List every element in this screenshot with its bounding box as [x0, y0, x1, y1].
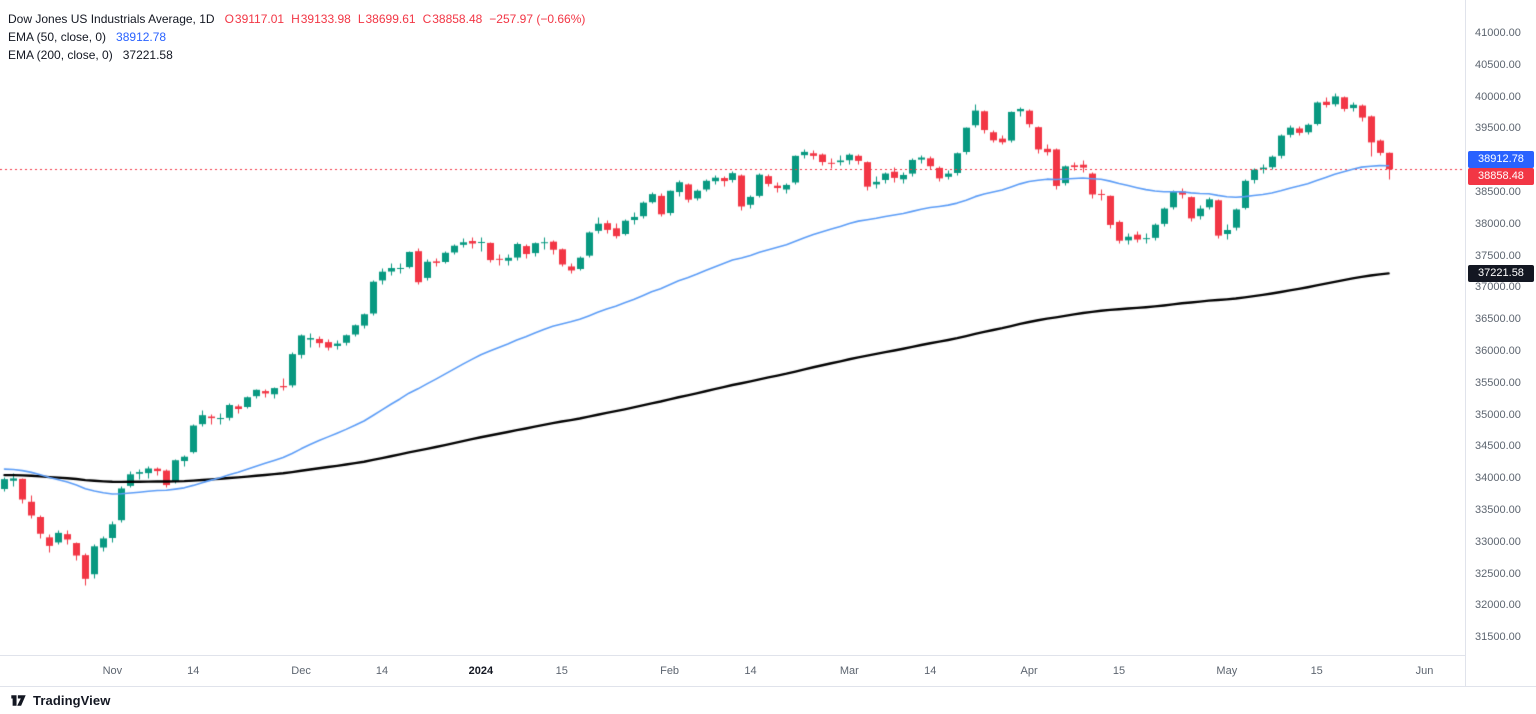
- price-axis-label: 37000.00: [1475, 281, 1521, 294]
- price-axis-label: 32000.00: [1475, 599, 1521, 612]
- time-axis-label: 14: [924, 665, 937, 677]
- time-axis-label: Mar: [839, 665, 859, 677]
- ema200-value: 37221.58: [122, 48, 173, 62]
- price-axis-label: 40500.00: [1475, 58, 1521, 71]
- time-axis-label: 15: [1310, 665, 1323, 677]
- price-axis-label: 38500.00: [1475, 186, 1521, 199]
- price-axis-label: 33000.00: [1475, 535, 1521, 548]
- symbol-title: Dow Jones US Industrials Average, 1D: [8, 12, 215, 26]
- tradingview-brand-text: TradingView: [33, 693, 111, 708]
- price-axis-label: 35000.00: [1475, 408, 1521, 421]
- symbol-legend-row[interactable]: Dow Jones US Industrials Average, 1D O391…: [8, 10, 585, 28]
- ema50-legend-row[interactable]: EMA (50, close, 0) 38912.78: [8, 28, 585, 46]
- time-axis-label: May: [1216, 665, 1238, 677]
- time-axis-label: 14: [375, 665, 389, 677]
- time-axis-label: 15: [1112, 665, 1126, 677]
- price-axis-label: 34000.00: [1475, 472, 1521, 485]
- price-axis-label: 36000.00: [1475, 345, 1521, 358]
- time-axis-label: Jun: [1415, 665, 1434, 677]
- ema50-price-badge: 38912.78: [1468, 150, 1534, 168]
- price-axis[interactable]: 38912.78 38858.48 37221.58 41000.00 40500…: [1465, 0, 1536, 686]
- ema200-legend-row[interactable]: EMA (200, close, 0) 37221.58: [8, 46, 585, 64]
- price-chart[interactable]: [0, 0, 1465, 655]
- ema50-label: EMA (50, close, 0): [8, 30, 107, 44]
- price-axis-label: 36500.00: [1475, 313, 1521, 326]
- ohlc-low: L38699.61: [357, 12, 416, 26]
- time-axis-label: Feb: [660, 665, 680, 677]
- time-axis-label: 15: [555, 665, 568, 677]
- price-axis-label: 38000.00: [1475, 217, 1521, 230]
- ema200-price-badge: 37221.58: [1468, 264, 1534, 282]
- price-axis-label: 32500.00: [1475, 567, 1521, 580]
- footer-bar: TradingView: [0, 686, 1536, 714]
- time-axis-label: 2024: [468, 665, 494, 677]
- price-axis-label: 40000.00: [1475, 90, 1521, 103]
- price-axis-label: 31500.00: [1475, 631, 1521, 644]
- last-price-badge: 38858.48: [1468, 167, 1534, 185]
- price-axis-label: 39500.00: [1475, 122, 1521, 135]
- ohlc-open: O39117.01: [224, 12, 285, 26]
- chart-legend: Dow Jones US Industrials Average, 1D O391…: [8, 10, 585, 64]
- ema200-label: EMA (200, close, 0): [8, 48, 113, 62]
- price-axis-label: 33500.00: [1475, 504, 1521, 516]
- tradingview-logo-link[interactable]: TradingView: [10, 692, 110, 709]
- price-change: −257.97 (−0.66%): [489, 12, 586, 26]
- price-axis-label: 34500.00: [1475, 440, 1521, 453]
- price-axis-label: 37500.00: [1475, 249, 1521, 262]
- time-axis-label: Nov: [102, 665, 123, 677]
- time-axis-label: 14: [744, 665, 757, 677]
- time-axis[interactable]: Nov 14 Dec 14 2024 15 Feb 14 Mar 14 Apr 15 May 15 Jun: [0, 655, 1465, 686]
- tradingview-logo-icon: [11, 695, 26, 706]
- ema50-value: 38912.78: [116, 30, 167, 44]
- time-axis-label: Apr: [1020, 665, 1038, 677]
- price-axis-label: 41000.00: [1475, 27, 1521, 40]
- time-axis-label: Dec: [291, 665, 311, 677]
- price-axis-label: 35500.00: [1475, 376, 1521, 389]
- ohlc-close: C38858.48: [422, 12, 483, 26]
- ohlc-high: H39133.98: [291, 12, 351, 26]
- time-axis-label: 14: [187, 665, 200, 677]
- chart-canvas[interactable]: [0, 0, 1465, 655]
